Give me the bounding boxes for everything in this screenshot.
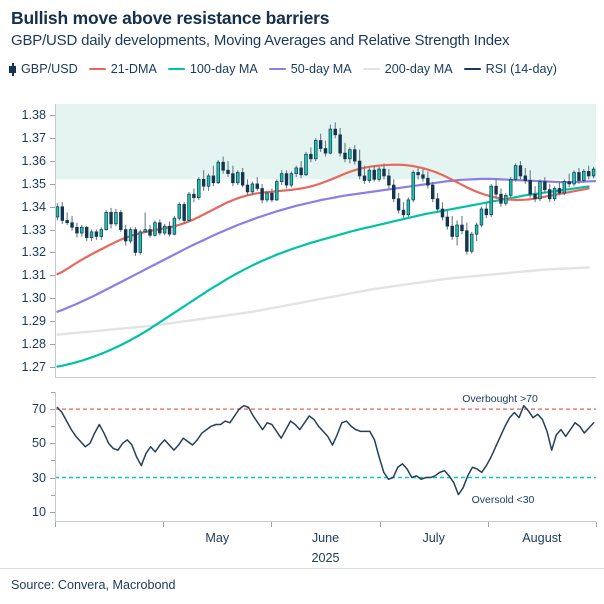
xtick-mark — [163, 522, 165, 527]
rsi-ytick-mark — [50, 477, 55, 479]
rsi-ytick-label: 70 — [31, 402, 46, 417]
price-ytick-mark — [50, 366, 55, 368]
legend-item-100-day-ma[interactable]: 100-day MA — [167, 62, 258, 76]
page-subtitle: GBP/USD daily developments, Moving Avera… — [11, 32, 510, 49]
line-swatch-icon — [268, 67, 286, 71]
rsi-minor-ytick-mark — [51, 392, 55, 393]
legend-item-50-day-ma[interactable]: 50-day MA — [268, 62, 352, 76]
legend-item-label: 100-day MA — [189, 62, 258, 76]
legend-item-rsi-14-day[interactable]: RSI (14-day) — [463, 62, 557, 76]
chart-legend: GBP/USD 21-DMA 100-day MA 50-day MA 200-day … — [9, 62, 568, 76]
oversold-annotation: Oversold <30 — [471, 493, 535, 506]
price-ytick-label: 1.37 — [21, 131, 46, 146]
legend-item-label: RSI (14-day) — [485, 62, 557, 76]
ma-line-200-day-ma — [56, 266, 590, 336]
legend-item-label: 21-DMA — [110, 62, 157, 76]
price-ytick-mark — [50, 115, 55, 117]
price-ytick-label: 1.31 — [21, 268, 46, 283]
price-ytick-mark — [50, 320, 55, 322]
price-panel-frame — [55, 104, 596, 378]
price-ytick-label: 1.36 — [21, 154, 46, 169]
legend-item-21-dma[interactable]: 21-DMA — [88, 62, 157, 76]
page-title: Bullish move above resistance barriers — [11, 8, 330, 28]
line-swatch-icon — [88, 67, 106, 71]
rsi-ytick-label: 10 — [31, 504, 46, 519]
price-ytick-label: 1.28 — [21, 336, 46, 351]
rsi-ytick-mark — [50, 511, 55, 513]
candlestick-series — [55, 122, 596, 256]
price-ytick-label: 1.38 — [21, 108, 46, 123]
line-swatch-icon — [463, 67, 481, 71]
price-ytick-mark — [50, 229, 55, 231]
xtick-mark — [596, 522, 597, 527]
xtick-label-july: July — [422, 531, 445, 545]
price-ytick-mark — [50, 252, 55, 254]
price-ytick-label: 1.29 — [21, 313, 46, 328]
legend-item-label: 50-day MA — [290, 62, 352, 76]
price-ytick-mark — [50, 343, 55, 345]
price-ytick-mark — [50, 298, 55, 300]
xtick-label-may: May — [205, 531, 230, 545]
rsi-ytick-mark — [50, 409, 55, 411]
candlestick-icon — [9, 62, 16, 76]
price-chart-panel — [55, 104, 596, 378]
price-ytick-label: 1.30 — [21, 291, 46, 306]
rsi-panel-frame — [55, 392, 596, 522]
rsi-line — [56, 404, 595, 496]
rsi-ytick-label: 30 — [31, 470, 46, 485]
footer-divider — [0, 568, 604, 569]
source-note: Source: Convera, Macrobond — [11, 578, 176, 592]
legend-item-label: 200-day MA — [384, 62, 453, 76]
price-ytick-label: 1.32 — [21, 245, 46, 260]
price-ytick-label: 1.35 — [21, 176, 46, 191]
price-ytick-mark — [50, 138, 55, 140]
legend-item-200-day-ma[interactable]: 200-day MA — [362, 62, 453, 76]
xtick-mark — [271, 522, 273, 527]
rsi-ytick-mark — [50, 443, 55, 445]
price-ytick-mark — [50, 275, 55, 277]
overbought-annotation: Overbought >70 — [462, 393, 538, 406]
xtick-mark — [487, 522, 489, 527]
xtick-mark — [379, 522, 381, 527]
price-chart-svg — [55, 104, 596, 368]
price-ytick-label: 1.27 — [21, 359, 46, 374]
line-swatch-icon — [362, 67, 380, 71]
line-swatch-icon — [167, 67, 185, 71]
rsi-chart-panel — [55, 392, 596, 522]
price-ytick-mark — [50, 183, 55, 185]
legend-item-label: GBP/USD — [21, 62, 78, 76]
price-ytick-label: 1.33 — [21, 222, 46, 237]
xtick-label-june: June — [311, 531, 340, 545]
price-ytick-mark — [50, 161, 55, 163]
rsi-minor-ytick-mark — [51, 460, 55, 462]
price-ytick-mark — [50, 206, 55, 208]
legend-item-gbp-usd[interactable]: GBP/USD — [9, 62, 78, 76]
rsi-minor-ytick-mark — [51, 426, 55, 428]
xaxis-year-label: 2025 — [311, 551, 340, 565]
price-ytick-label: 1.34 — [21, 199, 46, 214]
xtick-mark — [55, 522, 56, 527]
xtick-label-august: August — [522, 531, 562, 545]
rsi-minor-ytick-mark — [51, 494, 55, 496]
ma-line-50-day-ma — [56, 177, 596, 313]
rsi-ytick-label: 50 — [31, 436, 46, 451]
rsi-chart-svg — [55, 404, 596, 496]
